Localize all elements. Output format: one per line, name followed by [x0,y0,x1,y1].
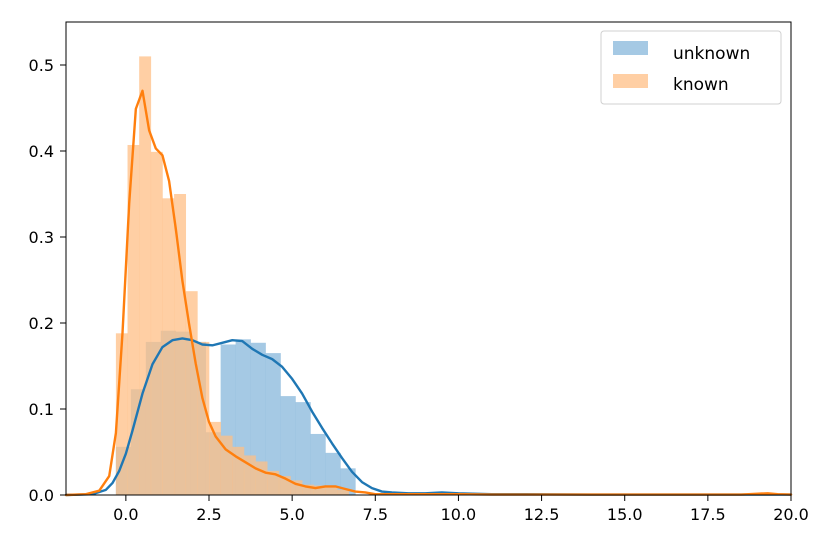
bar-unknown-10 [265,353,281,495]
x-tick-label-2: 5.0 [279,505,304,524]
bar-known-2 [139,56,152,496]
bar-known-7 [197,341,210,495]
bar-known-0 [115,333,128,495]
x-tick-label-6: 15.0 [607,505,643,524]
bar-known-18 [325,487,338,495]
x-tick-label-0: 0.0 [113,505,138,524]
legend-swatch-unknown [613,41,648,55]
bar-unknown-13 [310,433,326,495]
bar-known-4 [162,198,175,496]
bar-known-1 [127,144,140,496]
bar-known-9 [220,435,233,495]
legend-label-unknown: unknown [673,44,750,64]
y-tick-label-0: 0.0 [29,486,54,505]
x-tick-label-1: 2.5 [196,505,221,524]
bar-known-13 [267,470,280,495]
y-tick-label-4: 0.4 [29,142,54,161]
y-tick-label-2: 0.2 [29,314,54,333]
legend: unknown known [600,30,782,105]
y-axis: 0.0 0.1 0.2 0.3 0.4 0.5 [29,56,66,505]
bar-unknown-11 [280,396,296,495]
bar-known-11 [243,455,256,495]
bars-layer [115,56,356,496]
bar-known-15 [290,480,303,495]
x-axis: 0.0 2.5 5.0 7.5 10.0 12.5 15.0 17.5 20.0 [113,495,809,524]
bar-known-14 [278,476,291,495]
legend-label-known: known [673,75,729,95]
x-tick-label-7: 17.5 [690,505,726,524]
bar-known-17 [313,485,326,495]
bars-known [115,56,349,496]
bar-known-19 [337,489,349,495]
bar-unknown-14 [325,452,341,495]
bar-known-10 [232,446,245,495]
kde-line-unknown [64,337,793,497]
x-tick-label-8: 20.0 [773,505,809,524]
plot-frame [65,21,792,496]
bar-known-6 [185,291,198,495]
bar-known-3 [150,151,163,496]
bar-known-8 [209,421,221,495]
x-tick-label-4: 10.0 [441,505,477,524]
kde-layer [64,89,793,497]
y-tick-label-1: 0.1 [29,400,54,419]
kde-line-known [64,89,793,497]
bar-known-12 [255,461,268,495]
bar-unknown-12 [295,402,311,495]
x-tick-label-5: 12.5 [524,505,560,524]
y-tick-label-3: 0.3 [29,228,54,247]
bar-known-5 [174,194,187,495]
y-tick-label-5: 0.5 [29,56,54,75]
x-tick-label-3: 7.5 [363,505,388,524]
bar-known-16 [302,484,315,495]
legend-swatch-known [613,74,648,88]
